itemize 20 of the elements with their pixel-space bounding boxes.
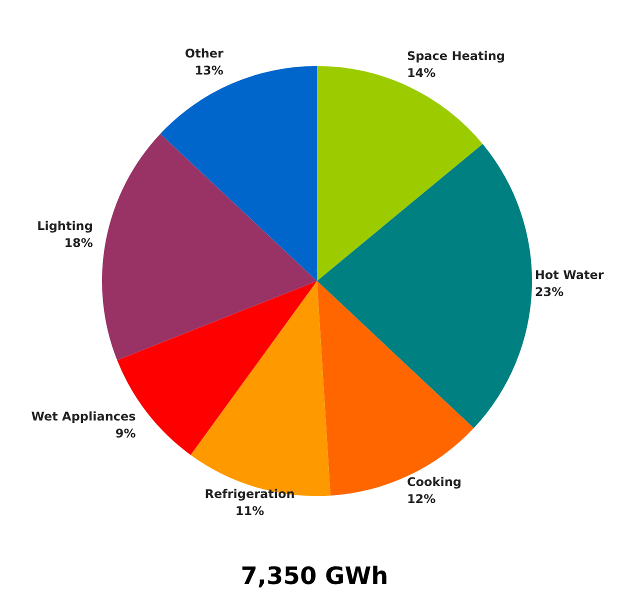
slice-label: Refrigeration [204, 487, 295, 502]
pie-slice [317, 281, 474, 496]
slice-label: Lighting [37, 219, 93, 234]
data-label: 9% [115, 426, 136, 441]
pie-slice [317, 144, 532, 428]
text: 7,350 GWh [240, 562, 390, 590]
slice-label: Wet Appliances [31, 410, 136, 424]
slice-label: Hot Water [534, 268, 604, 282]
pie-slice [102, 134, 317, 360]
data-label: 23% [534, 285, 564, 300]
pie-slice [317, 66, 483, 281]
data-label: 12% [406, 492, 436, 506]
data-label: 11% [235, 504, 264, 518]
data-label: 18% [64, 236, 93, 250]
pie-slice [160, 66, 317, 281]
data-label: 13% [194, 63, 224, 78]
slice-label: Cooking [406, 474, 462, 489]
slice-label: Space Heating [406, 49, 505, 64]
slice-label: Other [184, 46, 224, 60]
data-label: 14% [406, 66, 436, 80]
